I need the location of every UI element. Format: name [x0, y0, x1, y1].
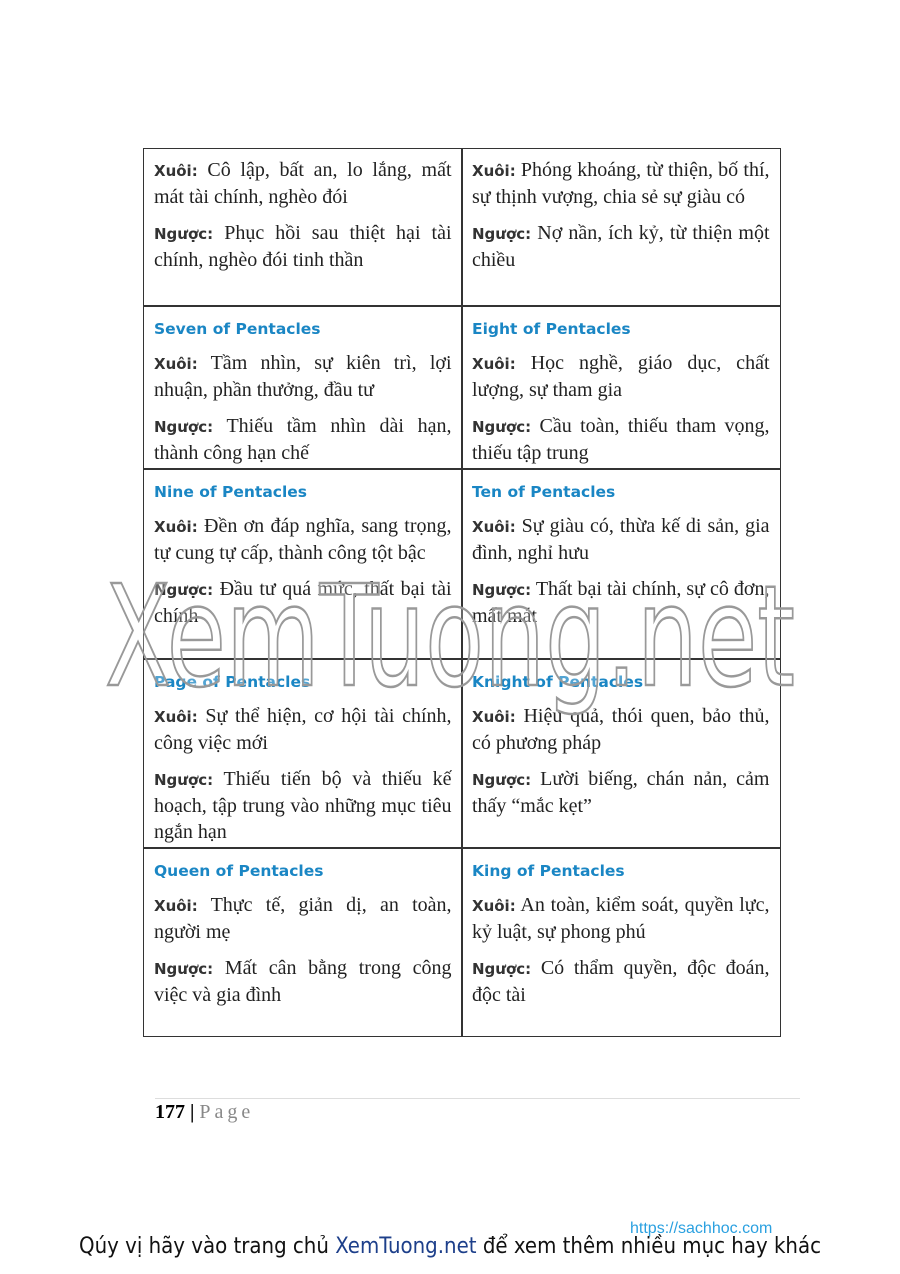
source-url[interactable]: https://sachhoc.com: [630, 1220, 773, 1237]
label: Xuôi:: [154, 708, 198, 726]
cell: Nine of Pentacles Xuôi: Đền ơn đáp nghĩa,…: [143, 468, 463, 660]
upright-meaning: Xuôi: Tầm nhìn, sự kiên trì, lợi nhuận, …: [154, 350, 452, 403]
reversed-meaning: Ngược: Nợ nần, ích kỷ, từ thiện một chiề…: [472, 220, 770, 273]
upright-meaning: Xuôi: Học nghề, giáo dục, chất lượng, sự…: [472, 350, 770, 403]
card-title: Page of Pentacles: [154, 673, 311, 691]
card-title: Nine of Pentacles: [154, 483, 308, 501]
reversed-meaning: Ngược: Lười biếng, chán nản, cảm thấy “m…: [472, 766, 770, 819]
upright-meaning: Xuôi: Sự thể hiện, cơ hội tài chính, côn…: [154, 703, 452, 756]
upright-meaning: Xuôi: Sự giàu có, thừa kế di sản, gia đì…: [472, 513, 770, 566]
page-number: 177: [155, 1101, 185, 1123]
footer: 177 | Page: [155, 1098, 800, 1124]
label: Xuôi:: [472, 897, 516, 915]
banner: Qúy vị hãy vào trang chủ XemTuong.net để…: [0, 1234, 900, 1259]
meaning-text: Thất bại tài chính, sự cô đơn, mất mát: [472, 578, 770, 627]
reversed-meaning: Ngược: Có thẩm quyền, độc đoán, độc tài: [472, 955, 770, 1008]
meaning-text: Thiếu tiến bộ và thiếu kế hoạch, tập tru…: [154, 768, 452, 843]
meaning-text: Thực tế, giản dị, an toàn, người mẹ: [154, 894, 452, 943]
meaning-text: Sự thể hiện, cơ hội tài chính, công việc…: [154, 705, 452, 754]
label: Ngược:: [472, 771, 532, 789]
meaning-text: Lười biếng, chán nản, cảm thấy “mắc kẹt”: [472, 768, 770, 817]
label: Xuôi:: [472, 708, 516, 726]
label: Ngược:: [154, 771, 214, 789]
label: Xuôi:: [154, 355, 198, 373]
meaning-text: Có thẩm quyền, độc đoán, độc tài: [472, 957, 770, 1006]
upright-meaning: Xuôi: Hiệu quả, thói quen, bảo thủ, có p…: [472, 703, 770, 756]
reversed-meaning: Ngược: Mất cân bằng trong công việc và g…: [154, 955, 452, 1008]
cell: King of Pentacles Xuôi: An toàn, kiểm soá…: [461, 847, 781, 1037]
meaning-text: Thiếu tầm nhìn dài hạn, thành công hạn c…: [154, 415, 452, 464]
card-title: King of Pentacles: [472, 862, 625, 880]
label: Xuôi:: [472, 518, 516, 536]
card-title: Ten of Pentacles: [472, 483, 616, 501]
meaning-text: Phóng khoáng, từ thiện, bố thí, sự thịnh…: [472, 159, 770, 208]
label: Xuôi:: [472, 355, 516, 373]
separator: |: [190, 1101, 195, 1123]
reversed-meaning: Ngược: Thiếu tiến bộ và thiếu kế hoạch, …: [154, 766, 452, 845]
label: Xuôi:: [154, 162, 198, 180]
reversed-meaning: Ngược: Thất bại tài chính, sự cô đơn, mấ…: [472, 576, 770, 629]
meaning-text: Sự giàu có, thừa kế di sản, gia đình, ng…: [472, 515, 770, 564]
label: Ngược:: [154, 225, 214, 243]
reversed-meaning: Ngược: Phục hồi sau thiệt hại tài chính,…: [154, 220, 452, 273]
banner-text: để xem thêm nhiều mục hay khác: [482, 1234, 821, 1259]
label: Ngược:: [154, 581, 214, 599]
meaning-text: An toàn, kiểm soát, quyền lực, kỷ luật, …: [472, 894, 770, 943]
upright-meaning: Xuôi: Đền ơn đáp nghĩa, sang trọng, tự c…: [154, 513, 452, 566]
cell: Page of Pentacles Xuôi: Sự thể hiện, cơ h…: [143, 658, 463, 849]
banner-text: Qúy vị hãy vào trang chủ: [79, 1234, 329, 1259]
cell: Knight of Pentacles Xuôi: Hiệu quả, thói …: [461, 658, 781, 849]
cell: Seven of Pentacles Xuôi: Tầm nhìn, sự kiê…: [143, 305, 463, 470]
meaning-text: Cầu toàn, thiếu tham vọng, thiếu tập tru…: [472, 415, 770, 464]
reversed-meaning: Ngược: Thiếu tầm nhìn dài hạn, thành côn…: [154, 413, 452, 466]
upright-meaning: Xuôi: Phóng khoáng, từ thiện, bố thí, sự…: [472, 157, 770, 210]
label: Xuôi:: [154, 518, 198, 536]
page-word: Page: [199, 1101, 255, 1123]
meaning-text: Đền ơn đáp nghĩa, sang trọng, tự cung tự…: [154, 515, 452, 564]
meaning-text: Hiệu quả, thói quen, bảo thủ, có phương …: [472, 705, 770, 754]
meaning-text: Nợ nần, ích kỷ, từ thiện một chiều: [472, 222, 770, 271]
label: Xuôi:: [472, 162, 516, 180]
reversed-meaning: Ngược: Đầu tư quá mức, thất bại tài chín…: [154, 576, 452, 629]
label: Ngược:: [154, 418, 214, 436]
label: Ngược:: [472, 581, 532, 599]
card-title: Seven of Pentacles: [154, 320, 321, 338]
upright-meaning: Xuôi: An toàn, kiểm soát, quyền lực, kỷ …: [472, 892, 770, 945]
upright-meaning: Xuôi: Cô lập, bất an, lo lắng, mất mát t…: [154, 157, 452, 210]
meaning-text: Cô lập, bất an, lo lắng, mất mát tài chí…: [154, 159, 452, 208]
meaning-text: Phục hồi sau thiệt hại tài chính, nghèo …: [154, 222, 452, 271]
label: Ngược:: [472, 225, 532, 243]
upright-meaning: Xuôi: Thực tế, giản dị, an toàn, người m…: [154, 892, 452, 945]
cell: Ten of Pentacles Xuôi: Sự giàu có, thừa k…: [461, 468, 781, 660]
label: Xuôi:: [154, 897, 198, 915]
label: Ngược:: [472, 418, 532, 436]
meaning-text: Học nghề, giáo dục, chất lượng, sự tham …: [472, 352, 770, 401]
cell: Queen of Pentacles Xuôi: Thực tế, giản dị…: [143, 847, 463, 1037]
meaning-text: Đầu tư quá mức, thất bại tài chính: [154, 578, 452, 627]
cell: Eight of Pentacles Xuôi: Học nghề, giáo d…: [461, 305, 781, 470]
meaning-text: Tầm nhìn, sự kiên trì, lợi nhuận, phần t…: [154, 352, 452, 401]
banner-link[interactable]: XemTuong.net: [335, 1234, 477, 1259]
label: Ngược:: [472, 960, 532, 978]
meaning-text: Mất cân bằng trong công việc và gia đình: [154, 957, 452, 1006]
card-title: Eight of Pentacles: [472, 320, 631, 338]
card-title: Queen of Pentacles: [154, 862, 324, 880]
cell: Xuôi: Cô lập, bất an, lo lắng, mất mát t…: [143, 148, 463, 307]
card-title: Knight of Pentacles: [472, 673, 644, 691]
reversed-meaning: Ngược: Cầu toàn, thiếu tham vọng, thiếu …: [472, 413, 770, 466]
cell: Xuôi: Phóng khoáng, từ thiện, bố thí, sự…: [461, 148, 781, 307]
label: Ngược:: [154, 960, 214, 978]
